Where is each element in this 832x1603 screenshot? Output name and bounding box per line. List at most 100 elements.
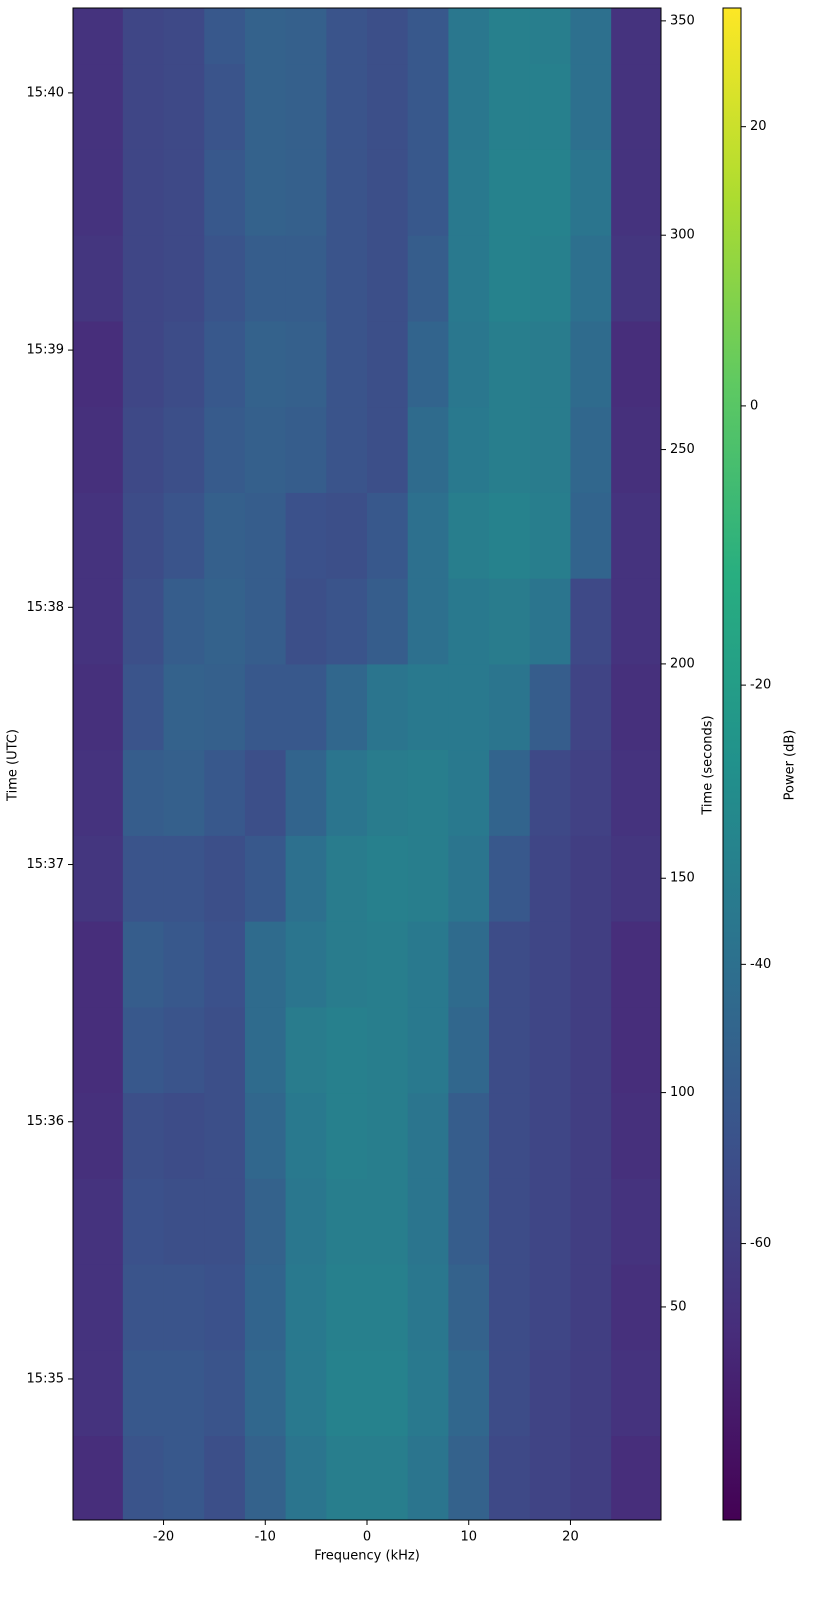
- heatmap-cell: [570, 63, 612, 150]
- x-tick-label: -10: [255, 1530, 276, 1545]
- y-left-tick-label: 15:37: [27, 857, 64, 872]
- heatmap-cell: [611, 8, 662, 65]
- heatmap-cell: [367, 1264, 409, 1351]
- heatmap-cell: [204, 492, 246, 579]
- heatmap-cell: [122, 1006, 165, 1094]
- heatmap-cell: [204, 63, 246, 150]
- heatmap-cell: [122, 749, 165, 836]
- heatmap-cell: [163, 8, 205, 65]
- heatmap-cell: [489, 406, 531, 493]
- heatmap-cell: [163, 1349, 205, 1437]
- y-left-tick-label: 15:36: [27, 1114, 64, 1129]
- heatmap-cell: [122, 149, 165, 236]
- heatmap-cell: [204, 406, 246, 493]
- heatmap-cell: [611, 1349, 662, 1437]
- x-tick-label: 10: [460, 1530, 477, 1545]
- heatmap-cell: [244, 663, 287, 751]
- heatmap-cell: [244, 1178, 287, 1265]
- heatmap-cell: [407, 1092, 449, 1179]
- heatmap-cell: [73, 1178, 124, 1265]
- heatmap-cell: [122, 8, 165, 65]
- heatmap-cell: [204, 235, 246, 322]
- heatmap-cell: [448, 663, 490, 751]
- heatmap-cell: [326, 63, 368, 150]
- heatmap-cell: [163, 835, 205, 922]
- y-left-tick-label: 15:39: [27, 343, 64, 358]
- heatmap-cell: [489, 663, 531, 751]
- heatmap-cell: [529, 921, 571, 1008]
- heatmap-cell: [204, 1006, 246, 1094]
- heatmap-cell: [448, 1349, 490, 1437]
- heatmap-cell: [407, 835, 449, 922]
- heatmap-cell: [407, 63, 449, 150]
- y-tick-label: 300: [670, 228, 695, 243]
- y-tick-label: 100: [670, 1085, 695, 1100]
- heatmap-cell: [448, 235, 490, 322]
- heatmap-cell: [326, 320, 368, 408]
- heatmap-cell: [285, 1435, 327, 1521]
- heatmap-cell: [122, 406, 165, 493]
- heatmap-cell: [611, 492, 662, 579]
- y-left-axis-label: Time (UTC): [6, 729, 21, 802]
- heatmap-cell: [611, 320, 662, 408]
- heatmap-cell: [163, 921, 205, 1008]
- heatmap-cell: [122, 1435, 165, 1521]
- heatmap-cell: [529, 149, 571, 236]
- colorbar-tick-label: 0: [750, 398, 758, 413]
- heatmap-cell: [285, 1006, 327, 1094]
- heatmap-cell: [285, 63, 327, 150]
- heatmap-cell: [163, 149, 205, 236]
- heatmap-cell: [244, 1092, 287, 1179]
- heatmap-cell: [489, 63, 531, 150]
- heatmap-cell: [407, 578, 449, 665]
- heatmap-cell: [570, 663, 612, 751]
- heatmap-cell: [570, 406, 612, 493]
- heatmap-cell: [73, 1264, 124, 1351]
- heatmap-cell: [285, 8, 327, 65]
- y-axis-label: Time (seconds): [701, 715, 716, 815]
- y-left-tick-label: 15:38: [27, 600, 64, 615]
- heatmap: [73, 8, 662, 1521]
- heatmap-cell: [529, 8, 571, 65]
- heatmap-cell: [163, 235, 205, 322]
- heatmap-cell: [611, 1092, 662, 1179]
- heatmap-cell: [448, 1178, 490, 1265]
- heatmap-cell: [570, 1349, 612, 1437]
- heatmap-cell: [529, 1349, 571, 1437]
- heatmap-cell: [529, 1006, 571, 1094]
- heatmap-cell: [611, 1178, 662, 1265]
- heatmap-cell: [285, 1178, 327, 1265]
- heatmap-cell: [122, 235, 165, 322]
- y-tick-label: 350: [670, 13, 695, 28]
- heatmap-cell: [570, 835, 612, 922]
- heatmap-cell: [326, 8, 368, 65]
- heatmap-cell: [407, 149, 449, 236]
- heatmap-cell: [570, 1006, 612, 1094]
- heatmap-cell: [73, 1092, 124, 1179]
- heatmap-cell: [367, 63, 409, 150]
- heatmap-cell: [326, 235, 368, 322]
- colorbar-label: Power (dB): [783, 730, 798, 801]
- heatmap-cell: [489, 578, 531, 665]
- heatmap-cell: [611, 1264, 662, 1351]
- heatmap-cell: [285, 492, 327, 579]
- heatmap-cell: [204, 1349, 246, 1437]
- heatmap-cell: [448, 492, 490, 579]
- heatmap-cell: [73, 406, 124, 493]
- heatmap-cell: [244, 492, 287, 579]
- heatmap-cell: [367, 492, 409, 579]
- heatmap-cell: [407, 1435, 449, 1521]
- heatmap-cell: [122, 63, 165, 150]
- heatmap-cell: [204, 921, 246, 1008]
- heatmap-cell: [244, 235, 287, 322]
- heatmap-cell: [489, 320, 531, 408]
- heatmap-cell: [611, 406, 662, 493]
- heatmap-cell: [244, 1006, 287, 1094]
- heatmap-cell: [326, 1264, 368, 1351]
- heatmap-cell: [122, 1264, 165, 1351]
- heatmap-cell: [204, 320, 246, 408]
- heatmap-cell: [407, 1006, 449, 1094]
- heatmap-cell: [326, 749, 368, 836]
- heatmap-cell: [407, 1178, 449, 1265]
- heatmap-cell: [407, 406, 449, 493]
